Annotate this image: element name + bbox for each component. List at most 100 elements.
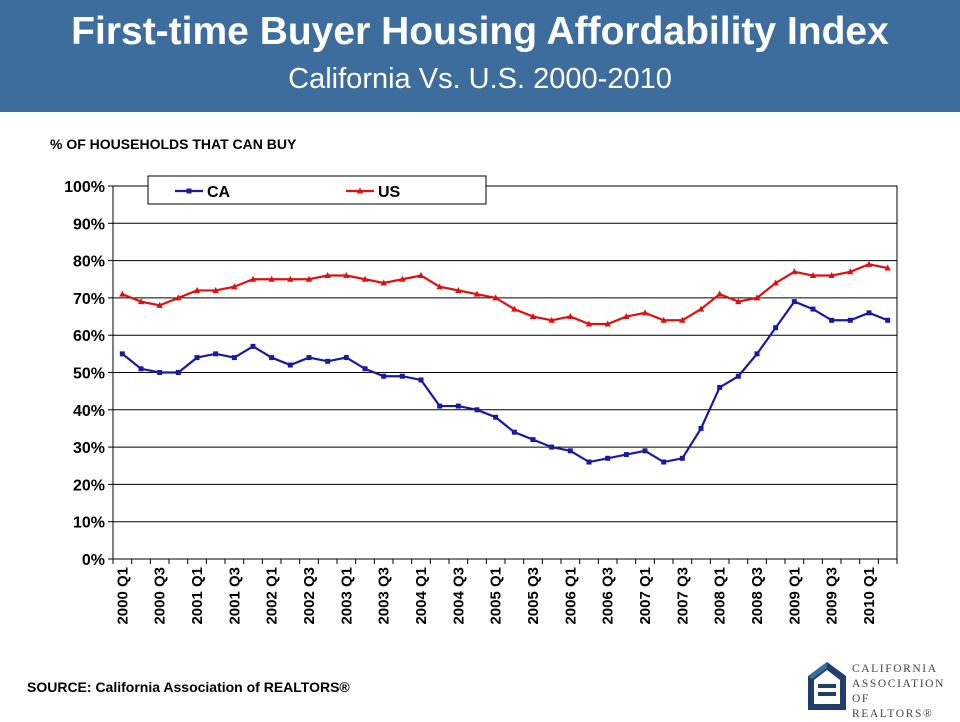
data-point-us (567, 313, 574, 320)
data-point-us (585, 320, 593, 327)
data-point-ca (306, 355, 312, 361)
data-point-ca (250, 343, 256, 349)
data-point-ca (157, 370, 163, 375)
y-tick-label: 50% (73, 366, 105, 383)
x-tick-label: 2005 Q1 (488, 567, 505, 625)
x-tick-label: 2007 Q3 (674, 567, 691, 625)
data-point-us (660, 316, 667, 323)
data-point-us (175, 294, 182, 301)
data-point-us (119, 290, 126, 297)
data-point-ca (175, 370, 181, 375)
data-point-ca (119, 351, 125, 357)
data-point-ca (343, 355, 349, 361)
data-point-us (287, 275, 294, 282)
x-tick-label: 2002 Q3 (301, 567, 318, 625)
data-point-us (529, 313, 537, 320)
data-point-us (753, 294, 761, 301)
data-point-us (511, 305, 518, 312)
logo-line: OF REALTORS® (852, 693, 934, 720)
data-point-ca (810, 306, 816, 312)
source-note: SOURCE: California Association of REALTO… (27, 679, 350, 695)
data-point-us (679, 316, 686, 323)
x-tick-label: 2004 Q3 (450, 567, 467, 625)
series-line-ca (121, 300, 889, 464)
y-tick-label: 0% (82, 552, 105, 569)
x-tick-label: 2008 Q1 (712, 567, 729, 625)
data-point-ca (213, 351, 219, 357)
legend-label-us: US (378, 184, 401, 201)
data-point-us (343, 272, 350, 279)
data-point-us (324, 272, 331, 279)
data-point-ca (605, 455, 611, 461)
x-tick-label: 2000 Q3 (152, 567, 169, 625)
data-point-us (417, 272, 425, 279)
data-point-us (604, 320, 611, 327)
y-tick-label: 60% (73, 328, 105, 345)
page-subtitle: California Vs. U.S. 2000-2010 (288, 63, 672, 95)
data-point-ca (493, 414, 499, 420)
y-tick-label: 80% (73, 254, 105, 271)
data-point-ca (698, 425, 704, 431)
data-point-us (249, 275, 257, 282)
logo-line: ASSOCIATION (852, 678, 945, 690)
data-point-us (436, 283, 443, 290)
data-point-ca (847, 317, 853, 323)
data-point-ca (549, 444, 555, 450)
x-tick-label: 2003 Q3 (376, 567, 393, 625)
data-point-ca (586, 459, 592, 465)
data-point-us (492, 294, 499, 301)
data-point-us (473, 290, 481, 297)
y-axis-label: % OF HOUSEHOLDS THAT CAN BUY (50, 136, 297, 152)
data-point-us (193, 286, 201, 293)
y-tick-label: 30% (73, 440, 105, 457)
data-point-ca (717, 384, 723, 390)
data-point-ca (735, 373, 741, 379)
legend-box (147, 175, 487, 205)
data-point-us (716, 290, 723, 297)
data-point-ca (885, 317, 891, 323)
x-tick-label: 2010 Q1 (861, 567, 878, 625)
data-point-ca (287, 362, 293, 368)
data-point-ca (325, 358, 331, 364)
data-point-ca (231, 355, 237, 361)
data-point-us (361, 275, 369, 282)
x-tick-label: 2005 Q3 (525, 567, 542, 625)
x-tick-label: 2002 Q1 (264, 567, 281, 625)
data-point-us (641, 309, 649, 316)
data-point-us (791, 268, 798, 275)
data-point-us (828, 272, 835, 279)
y-tick-label: 40% (73, 403, 105, 420)
y-tick-label: 90% (73, 216, 105, 233)
data-point-ca (661, 459, 667, 465)
y-tick-label: 20% (73, 477, 105, 494)
x-tick-label: 2009 Q3 (824, 567, 841, 625)
data-point-us (305, 275, 313, 282)
data-point-us (884, 264, 891, 271)
data-point-us (809, 272, 817, 279)
x-tick-label: 2000 Q1 (114, 567, 131, 625)
data-point-ca (138, 366, 144, 372)
data-point-ca (791, 299, 797, 305)
y-tick-label: 10% (73, 515, 105, 532)
data-point-ca (773, 325, 779, 331)
data-point-ca (530, 437, 536, 443)
data-point-us (865, 260, 873, 267)
logo-line: CALIFORNIA (852, 663, 938, 675)
legend-label-ca: CA (207, 184, 231, 201)
data-point-us (548, 316, 555, 323)
data-point-ca (829, 317, 835, 323)
data-point-us (772, 279, 779, 286)
x-tick-label: 2006 Q3 (600, 567, 617, 625)
page-title: First-time Buyer Housing Affordability I… (71, 10, 889, 53)
data-point-us (735, 298, 742, 305)
data-point-ca (381, 373, 387, 379)
data-point-ca (754, 351, 760, 357)
data-point-ca (474, 407, 480, 413)
data-point-us (137, 298, 145, 305)
data-point-us (697, 305, 705, 312)
data-point-us (212, 286, 219, 293)
data-point-us (380, 279, 387, 286)
x-tick-label: 2001 Q3 (226, 567, 243, 625)
x-tick-label: 2004 Q1 (413, 567, 430, 625)
